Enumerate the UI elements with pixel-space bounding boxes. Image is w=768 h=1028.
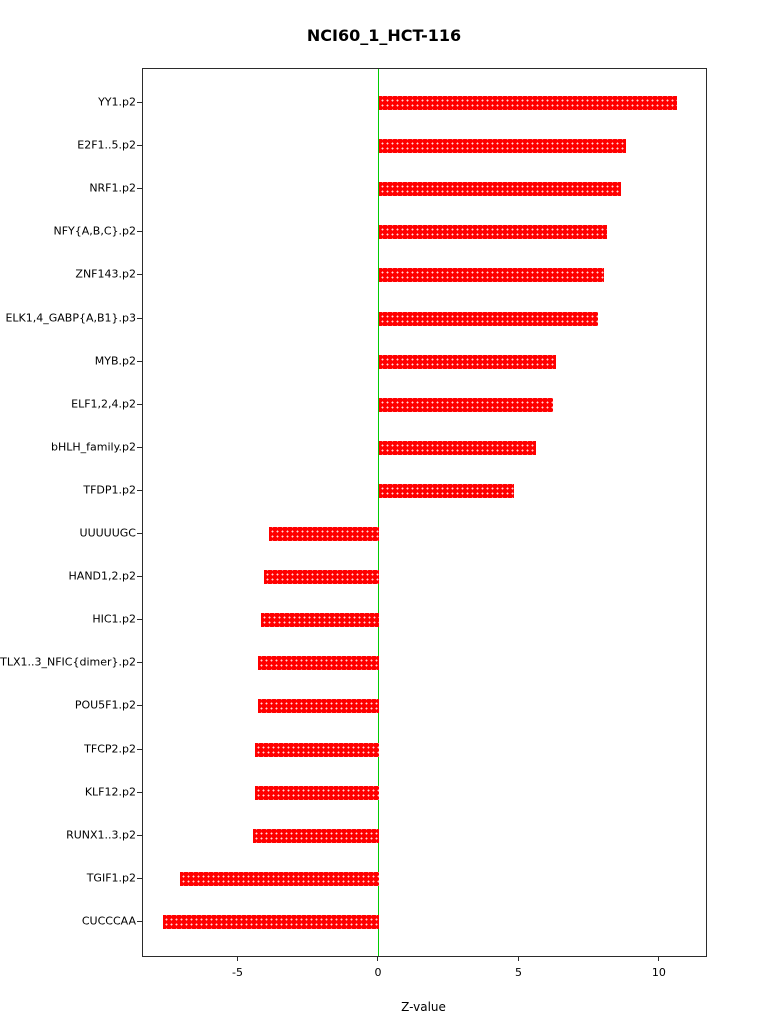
y-axis-tick [137, 360, 142, 362]
y-axis-label: E2F1..5.p2 [77, 138, 136, 152]
bar [162, 915, 379, 929]
y-axis-tick [137, 748, 142, 750]
y-axis-tick [137, 877, 142, 879]
y-axis-label: RUNX1..3.p2 [66, 828, 136, 842]
x-axis-tick [517, 956, 519, 961]
y-axis-label: POU5F1.p2 [74, 698, 136, 712]
bar [258, 699, 379, 714]
y-axis-tick [137, 576, 142, 578]
y-axis-label: HAND1,2.p2 [68, 569, 136, 583]
y-axis-label: TLX1..3_NFIC{dimer}.p2 [0, 655, 136, 669]
y-axis-tick [137, 662, 142, 664]
y-axis-tick [137, 231, 142, 233]
bar [378, 268, 604, 283]
x-axis-tick [658, 956, 660, 961]
y-axis-label: TFCP2.p2 [84, 742, 136, 756]
y-axis-tick [137, 145, 142, 147]
y-axis-label: CUCCCAA [81, 914, 136, 928]
x-axis-title: Z-value [401, 1000, 446, 1014]
y-axis-tick [137, 705, 142, 707]
bar [378, 440, 537, 455]
bar [378, 182, 621, 197]
bar [258, 656, 379, 671]
y-axis-tick [137, 188, 142, 190]
y-axis-tick [137, 834, 142, 836]
y-axis-label: NFY{A,B,C}.p2 [53, 224, 137, 238]
x-axis-tick-label: -5 [232, 966, 243, 979]
y-axis-label: MYB.p2 [94, 354, 136, 368]
bar [378, 225, 607, 240]
bar [252, 828, 379, 843]
y-axis-label: ZNF143.p2 [75, 267, 136, 281]
y-axis-label: NRF1.p2 [89, 181, 136, 195]
y-axis-tick [137, 489, 142, 491]
chart-title: NCI60_1_HCT-116 [306, 26, 462, 45]
y-axis-tick [137, 317, 142, 319]
y-axis-label: ELK1,4_GABP{A,B1}.p3 [5, 311, 136, 325]
plot-area [142, 68, 707, 957]
bar [378, 96, 677, 110]
y-axis-tick [137, 102, 142, 103]
y-axis-label: KLF12.p2 [84, 785, 136, 799]
bar [255, 785, 379, 800]
bar [179, 871, 379, 886]
y-axis-tick [137, 619, 142, 621]
x-axis-tick [237, 956, 239, 961]
bar [378, 354, 556, 369]
bar [378, 139, 627, 154]
y-axis-label: bHLH_family.p2 [50, 440, 136, 454]
y-axis-tick [137, 403, 142, 405]
bar [378, 397, 554, 412]
x-axis-tick-label: 10 [651, 966, 666, 979]
bar [378, 483, 514, 498]
y-axis-label: UUUUUGC [79, 526, 136, 540]
bar [260, 613, 379, 628]
y-axis-tick [137, 921, 142, 922]
zero-line [378, 69, 380, 956]
bar [255, 742, 379, 757]
y-axis-label: YY1.p2 [98, 95, 136, 109]
x-axis-tick-label: 0 [374, 966, 382, 979]
x-axis-tick [377, 956, 379, 961]
y-axis-label: ELF1,2,4.p2 [71, 397, 136, 411]
y-axis-tick [137, 274, 142, 276]
y-axis-tick [137, 791, 142, 793]
bar [263, 570, 379, 585]
bar [378, 311, 599, 326]
bar [269, 527, 379, 542]
y-axis-tick [137, 446, 142, 448]
y-axis-label: HIC1.p2 [92, 612, 136, 626]
y-axis-label: TFDP1.p2 [83, 483, 136, 497]
x-axis-tick-label: 5 [514, 966, 522, 979]
y-axis-label: TGIF1.p2 [86, 871, 136, 885]
y-axis-tick [137, 533, 142, 535]
